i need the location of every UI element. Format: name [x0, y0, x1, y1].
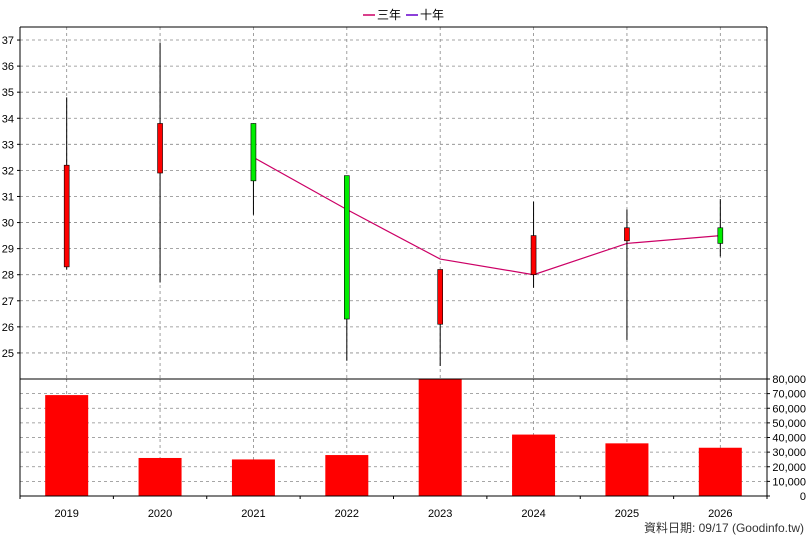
- price-tick-label: 29: [2, 244, 14, 256]
- price-plot-area: [20, 27, 767, 379]
- three-year-average-line: [253, 156, 721, 276]
- price-tick-label: 35: [2, 87, 14, 99]
- volume-tick-label: 10,000: [772, 476, 806, 488]
- x-tick-label: 2019: [54, 508, 78, 520]
- volume-bar: [512, 434, 556, 496]
- legend: 三年 十年: [363, 8, 444, 22]
- candle-body: [530, 235, 537, 276]
- x-tick-label: 2020: [148, 508, 172, 520]
- candle-body: [344, 175, 350, 320]
- volume-bar: [45, 395, 89, 496]
- price-tick-label: 34: [2, 113, 14, 125]
- legend-three-year-label: 三年: [377, 8, 401, 22]
- candle-body: [437, 269, 443, 325]
- volume-bar: [605, 443, 649, 496]
- candle: [250, 123, 257, 215]
- data-date-footer: 資料日期: 09/17 (Goodinfo.tw): [644, 521, 804, 535]
- x-tick-label: 2026: [708, 508, 732, 520]
- volume-tick-label: 70,000: [772, 389, 806, 401]
- price-tick-label: 25: [2, 348, 14, 360]
- price-panel: 25 26 27 28 29 30 31 32 33 34 35 36 37: [2, 26, 768, 379]
- volume-bar: [231, 459, 275, 496]
- candle: [624, 209, 630, 340]
- x-tick-label: 2025: [615, 508, 639, 520]
- price-tick-label: 36: [2, 61, 14, 73]
- volume-tick-label: 40,000: [772, 433, 806, 445]
- x-tick-label: 2024: [521, 508, 545, 520]
- volume-bar: [698, 447, 742, 496]
- price-tick-label: 28: [2, 270, 14, 282]
- volume-panel: 0 10,000 20,000 30,000 40,000 50,000 60,000 70,…: [19, 374, 806, 503]
- candle: [530, 201, 537, 288]
- candle-body: [717, 227, 724, 244]
- candle: [157, 42, 163, 283]
- volume-tick-label: 50,000: [772, 418, 806, 430]
- price-tick-label: 33: [2, 139, 14, 151]
- volume-bars: [45, 379, 742, 496]
- volume-grid: [20, 379, 767, 496]
- x-tick-label: 2022: [335, 508, 359, 520]
- volume-tick-label: 60,000: [772, 403, 806, 415]
- volume-tick-label: 30,000: [772, 447, 806, 459]
- candle: [437, 269, 443, 366]
- volume-tick-label: 80,000: [772, 374, 806, 386]
- legend-ten-year-label: 十年: [420, 8, 444, 22]
- price-tick-label: 26: [2, 322, 14, 334]
- candle: [63, 97, 70, 270]
- price-tick-label: 32: [2, 165, 14, 177]
- volume-tick-label: 0: [800, 491, 806, 503]
- candle-body: [157, 123, 163, 174]
- x-axis-ticks: 2019 2020 2021 2022 2023 2024 2025 2026: [19, 496, 768, 520]
- candle: [344, 175, 350, 361]
- x-tick-label: 2021: [241, 508, 265, 520]
- candle-body: [250, 123, 257, 182]
- candle: [717, 199, 724, 257]
- volume-bar: [138, 457, 182, 496]
- volume-tick-label: 20,000: [772, 462, 806, 474]
- candles: [63, 42, 724, 366]
- price-tick-label: 37: [2, 35, 14, 47]
- price-tick-label: 30: [2, 218, 14, 230]
- volume-axis-ticks: 0 10,000 20,000 30,000 40,000 50,000 60,000 70,…: [767, 374, 806, 503]
- price-axis-ticks: 25 26 27 28 29 30 31 32 33 34 35 36 37: [2, 35, 20, 360]
- volume-bar: [418, 379, 462, 496]
- x-tick-label: 2023: [428, 508, 452, 520]
- price-tick-label: 31: [2, 191, 14, 203]
- candle-body: [63, 164, 70, 268]
- price-tick-label: 27: [2, 296, 14, 308]
- candle-body: [624, 227, 630, 242]
- volume-bar: [325, 455, 369, 496]
- price-grid: [20, 27, 767, 379]
